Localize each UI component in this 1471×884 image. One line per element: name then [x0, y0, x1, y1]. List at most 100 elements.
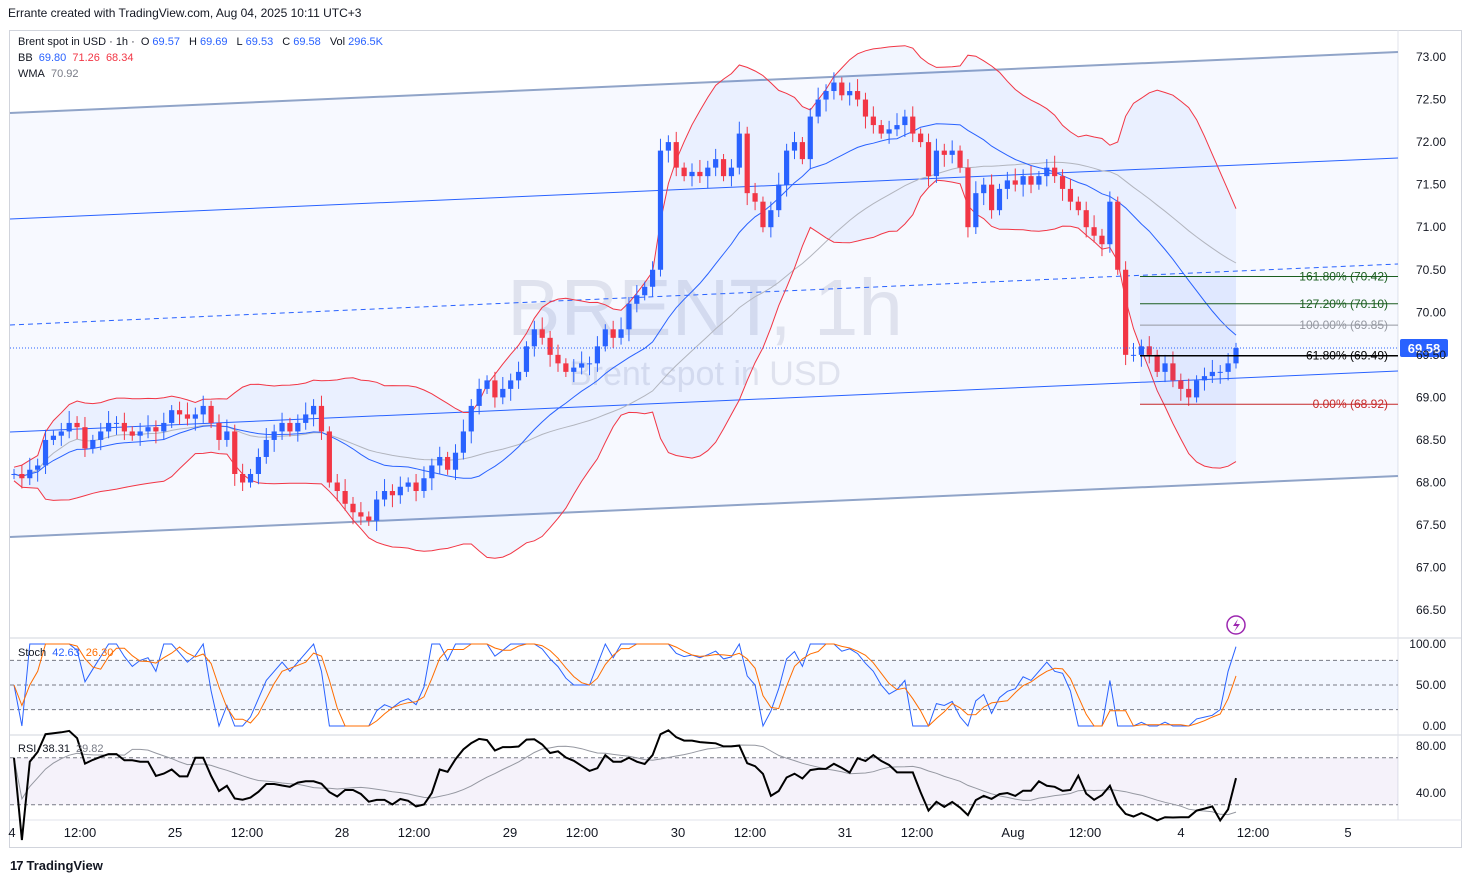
wma-legend[interactable]: WMA 70.92 [18, 68, 79, 80]
candle [697, 171, 703, 177]
candle [1201, 376, 1208, 381]
time-tick-label: 4 [8, 825, 15, 840]
candle [169, 410, 175, 423]
candle [445, 456, 451, 470]
time-tick-label: 12:00 [1069, 825, 1102, 840]
bb-legend[interactable]: BB 69.80 71.26 68.34 [18, 52, 134, 64]
candle [334, 482, 340, 492]
candle [1115, 201, 1121, 270]
candle [973, 193, 979, 228]
rsi-legend[interactable]: RSI 38.31 29.82 [18, 743, 104, 755]
stoch-tick-label: 50.00 [1416, 678, 1446, 692]
price-tick-label: 67.50 [1416, 518, 1446, 532]
time-tick-label: 12:00 [231, 825, 264, 840]
candle [870, 116, 876, 126]
candle [965, 167, 971, 228]
candle [500, 388, 506, 398]
chart-frame [9, 30, 1462, 848]
bb-lower-line [13, 179, 1237, 559]
candle [1020, 176, 1026, 185]
price-tick-label: 66.50 [1416, 603, 1446, 617]
candle [232, 431, 238, 474]
candle [681, 167, 687, 177]
candle [736, 133, 742, 168]
candle [854, 91, 861, 100]
price-badge [1400, 339, 1448, 358]
candle [933, 150, 940, 177]
candle [137, 431, 143, 436]
legend-high: 69.69 [199, 36, 228, 48]
candle [925, 142, 932, 177]
candle [634, 295, 640, 304]
candle [1059, 176, 1066, 189]
fib-level-label: 100.00% (69.85) [1299, 318, 1388, 332]
candle [374, 499, 380, 521]
legend-symbol[interactable]: Brent spot in USD · 1h · [18, 36, 135, 48]
candle [981, 184, 987, 194]
candle [508, 380, 514, 389]
candle [1036, 176, 1042, 185]
candle [184, 414, 191, 419]
candle [263, 439, 269, 457]
candle [153, 427, 159, 432]
candle [255, 456, 261, 474]
candle [200, 405, 206, 415]
time-tick-label: 29 [503, 825, 517, 840]
candle [90, 439, 96, 449]
candle [208, 405, 214, 423]
candle [563, 363, 569, 372]
time-tick-label: 12:00 [734, 825, 767, 840]
candle [247, 473, 254, 483]
candle [1123, 269, 1129, 355]
rsi-ma-line [13, 744, 1237, 816]
candle [523, 346, 530, 372]
candle [452, 452, 459, 470]
candle [949, 150, 955, 155]
candle [27, 469, 33, 479]
candle [350, 503, 356, 513]
fib-level-label: 61.80% (69.49) [1306, 349, 1388, 363]
candle [831, 82, 837, 92]
candle [531, 329, 537, 347]
stoch-tick-label: 0.00 [1423, 719, 1447, 733]
price-tick-label: 68.00 [1416, 476, 1446, 490]
candle [1067, 188, 1074, 202]
candle [113, 422, 120, 424]
stoch-legend[interactable]: Stoch 42.63 26.30 [18, 647, 114, 659]
price-tick-label: 67.00 [1416, 561, 1446, 575]
bb-upper-line [13, 45, 1237, 468]
legend-close: 69.58 [293, 36, 321, 48]
tradingview-logo-icon: 17 [10, 858, 24, 873]
chart-header: Errante created with TradingView.com, Au… [8, 6, 362, 20]
candle [720, 159, 727, 177]
candle [176, 410, 183, 415]
candles-group [11, 72, 1239, 532]
candle [295, 422, 301, 432]
candle [886, 129, 892, 134]
candle [1012, 180, 1018, 185]
candle [799, 142, 805, 160]
candle [665, 142, 671, 151]
price-tick-label: 71.50 [1416, 178, 1446, 192]
candle [878, 125, 884, 134]
candle [287, 422, 293, 432]
legend-open: 69.57 [152, 36, 180, 48]
price-tick-label: 70.50 [1416, 263, 1446, 277]
main-legend: Brent spot in USD · 1h · O 69.57 H 69.69 L… [18, 36, 383, 48]
tradingview-footer[interactable]: 17 TradingView [10, 858, 103, 873]
time-tick-label: 12:00 [64, 825, 97, 840]
time-tick-label: 5 [1344, 825, 1351, 840]
candle [515, 371, 522, 381]
candle [476, 388, 482, 406]
candle [571, 367, 577, 372]
candle [1154, 354, 1160, 372]
candle [1217, 371, 1223, 373]
candle [902, 116, 908, 126]
candle [996, 188, 1003, 211]
candle [768, 210, 774, 228]
price-tick-label: 72.00 [1416, 135, 1446, 149]
candle [555, 354, 561, 364]
candle [161, 422, 167, 432]
channel-lower-line [9, 475, 1399, 538]
